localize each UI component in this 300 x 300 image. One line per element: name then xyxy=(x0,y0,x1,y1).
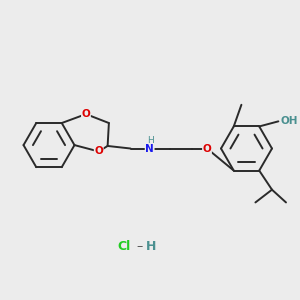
Text: H: H xyxy=(146,239,156,253)
Text: –: – xyxy=(133,239,148,253)
Text: N: N xyxy=(145,143,154,154)
Text: Cl: Cl xyxy=(117,239,130,253)
Text: O: O xyxy=(82,109,90,119)
Text: OH: OH xyxy=(280,116,298,126)
Text: H: H xyxy=(147,136,154,145)
Text: O: O xyxy=(202,143,211,154)
Text: O: O xyxy=(94,146,103,157)
